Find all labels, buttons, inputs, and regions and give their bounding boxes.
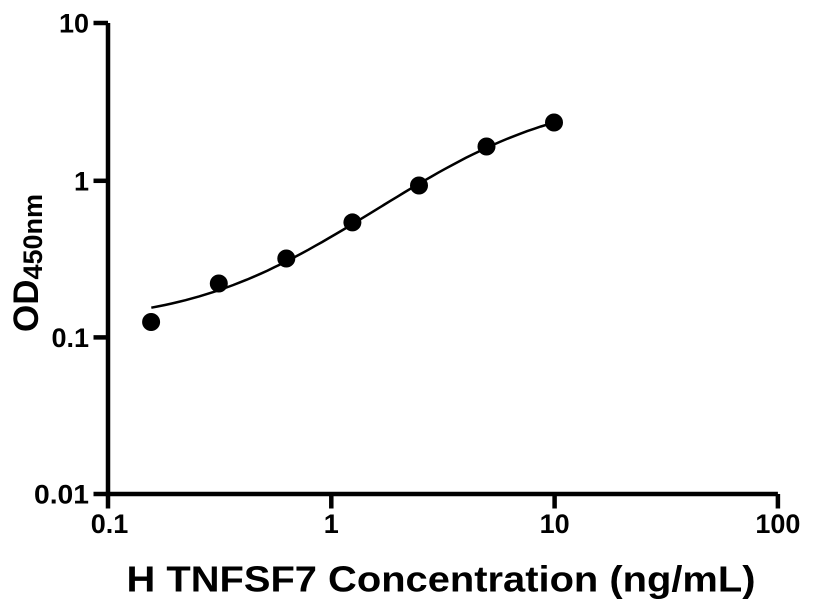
svg-text:0.1: 0.1 <box>91 509 129 539</box>
svg-text:0.01: 0.01 <box>34 480 89 510</box>
svg-text:H TNFSF7 Concentration (ng/mL): H TNFSF7 Concentration (ng/mL) <box>127 559 756 600</box>
svg-text:1: 1 <box>324 509 339 539</box>
svg-text:100: 100 <box>755 509 800 539</box>
svg-text:0.1: 0.1 <box>51 323 89 353</box>
svg-text:1: 1 <box>74 166 89 196</box>
svg-text:10: 10 <box>540 509 570 539</box>
svg-text:10: 10 <box>59 9 89 39</box>
